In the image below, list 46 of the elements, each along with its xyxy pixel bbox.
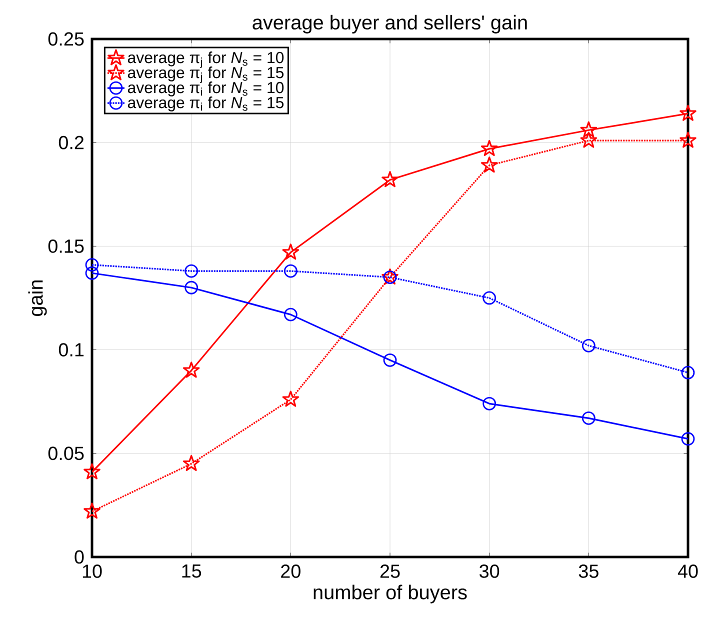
y-tick-label: 0.15 [48, 239, 84, 253]
legend-label: average π$_{i}$ for N$_{s}$ = 15 [128, 96, 284, 112]
x-tick-label: 25 [380, 564, 400, 578]
x-tick-label: 15 [182, 564, 202, 578]
x-tick-label: 35 [578, 564, 598, 578]
point [282, 390, 300, 407]
legend-label: average π$_{j}$ for N$_{s}$ = 15 [128, 66, 284, 83]
legend-label: average π$_{i}$ for N$_{s}$ = 10 [128, 82, 284, 96]
point [480, 156, 498, 173]
x-tick-label: 30 [480, 564, 500, 578]
point [184, 264, 198, 278]
point [680, 132, 696, 148]
point [182, 454, 200, 472]
point [382, 171, 398, 188]
point [582, 411, 596, 425]
point [284, 308, 298, 322]
point [680, 104, 696, 121]
x-tick-label: 10 [82, 564, 102, 578]
x-tick-label: 20 [281, 564, 300, 578]
point [284, 264, 298, 278]
point [282, 244, 300, 260]
point [184, 280, 198, 294]
x-tick-label: 40 [678, 564, 698, 578]
point [482, 396, 496, 410]
y-tick-label: 0.25 [48, 32, 84, 46]
point [681, 366, 695, 380]
point [85, 266, 99, 280]
point [85, 258, 99, 272]
point [182, 362, 200, 378]
y-tick-label: 0.2 [58, 136, 84, 150]
x-axis-title: number of buyers [314, 584, 467, 604]
point [580, 132, 598, 148]
point [582, 338, 596, 352]
y-tick-label: 0.1 [58, 343, 84, 356]
point [84, 502, 100, 519]
point [482, 291, 496, 305]
point [580, 121, 598, 138]
point [84, 463, 100, 480]
y-tick-label: 0 [74, 550, 84, 564]
y-tick-label: 0.05 [48, 446, 84, 460]
legend-label: average π$_{j}$ for N$_{s}$ = 10 [128, 52, 284, 68]
chart-title: average buyer and sellers' gain [252, 14, 527, 34]
point [681, 432, 695, 446]
point [383, 353, 397, 367]
y-axis-title: gain [28, 280, 47, 316]
point [480, 140, 498, 156]
